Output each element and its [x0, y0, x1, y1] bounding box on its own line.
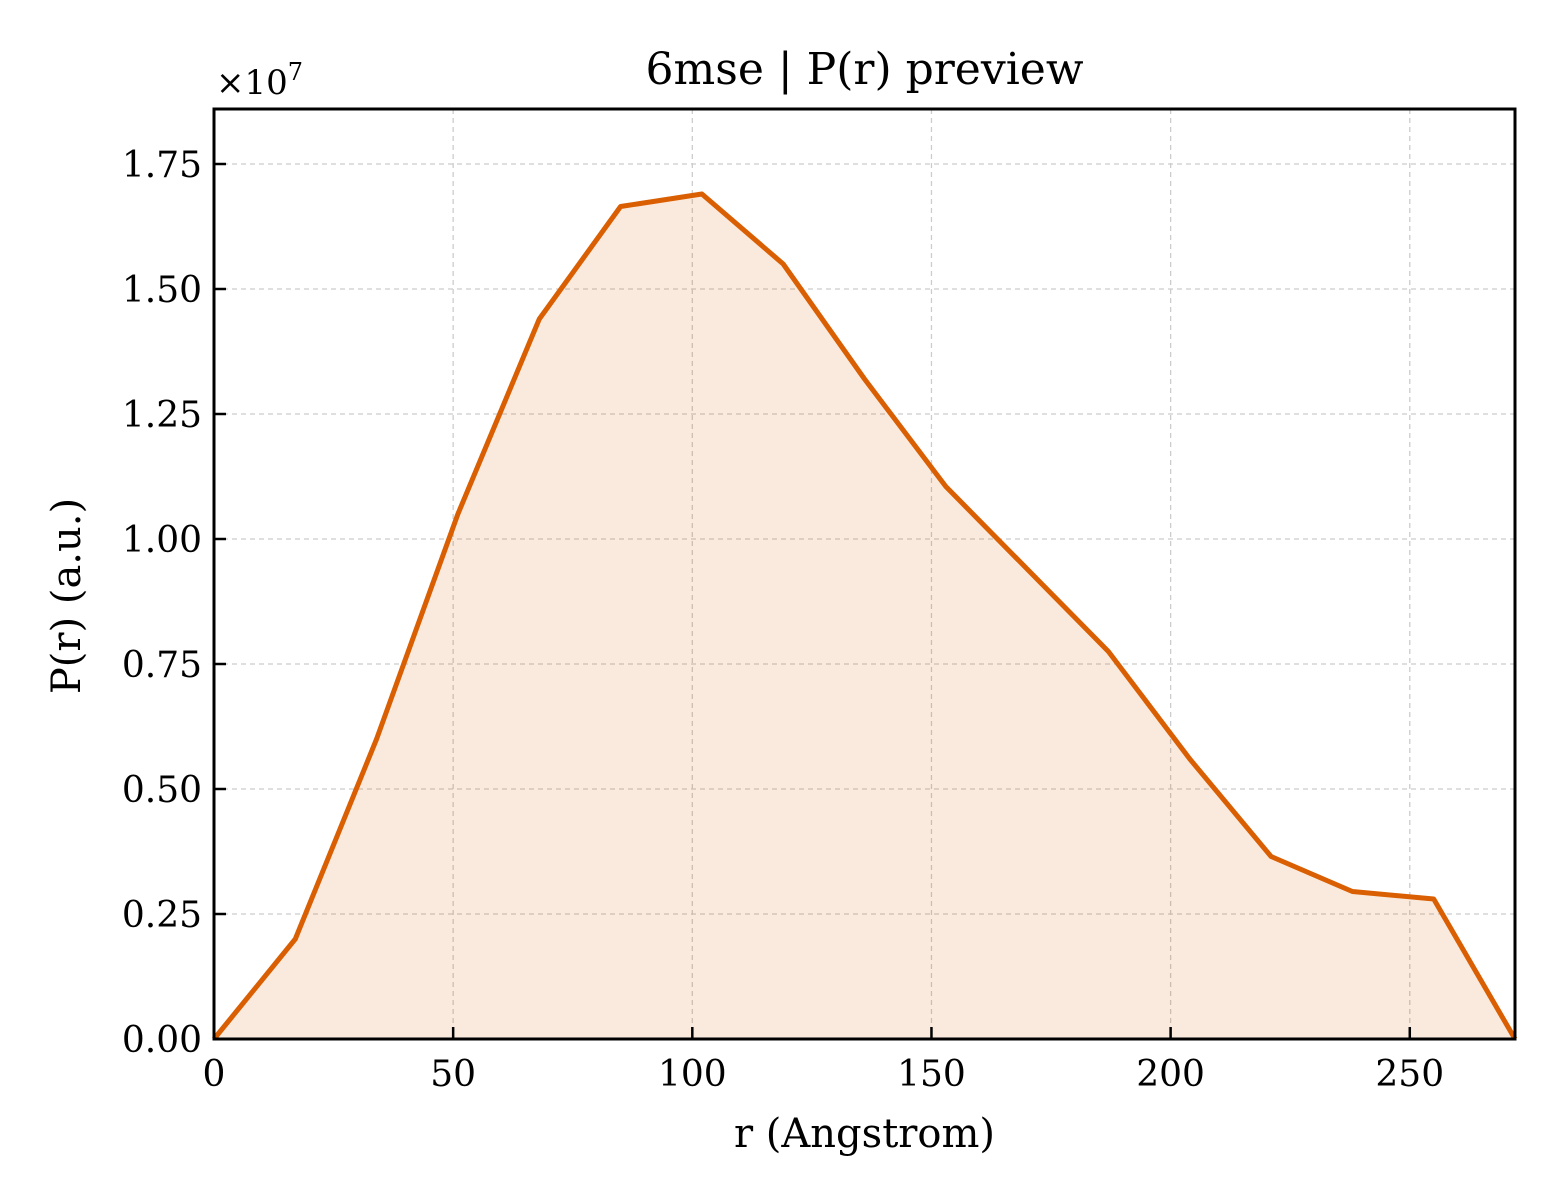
- x-tick-label: 0: [203, 1054, 226, 1095]
- y-tick-label: 1.75: [122, 145, 202, 186]
- y-multiplier-base: ×10: [216, 63, 288, 103]
- y-tick-label: 0.00: [122, 1020, 202, 1061]
- plot-frame: [212, 107, 1517, 1041]
- axis-ticks: 0 50 100 150 200 250 0.00 0.25 0.50 0.75 1.00 1.25 1…: [122, 145, 1444, 1095]
- grid: [213, 109, 1515, 1040]
- y-tick-label: 0.50: [122, 770, 202, 811]
- y-tick-label: 1.00: [122, 520, 202, 561]
- y-tick-label: 1.50: [122, 270, 202, 311]
- x-tick-label: 150: [897, 1054, 966, 1095]
- area-fill: [214, 194, 1515, 1039]
- y-tick-label: 0.25: [122, 895, 202, 936]
- x-axis-label: r (Angstrom): [734, 1111, 995, 1157]
- x-tick-label: 50: [430, 1054, 476, 1095]
- x-tick-label: 250: [1375, 1054, 1444, 1095]
- x-tick-label: 200: [1136, 1054, 1205, 1095]
- chart-title: 6mse | P(r) preview: [646, 44, 1084, 95]
- plot-series: [212, 191, 1518, 1041]
- y-tick-label: 0.75: [122, 645, 202, 686]
- y-multiplier-exponent: 7: [288, 58, 303, 86]
- y-multiplier-label: ×107: [216, 58, 303, 103]
- y-axis-label: P(r) (a.u.): [44, 498, 90, 694]
- y-tick-label: 1.25: [122, 395, 202, 436]
- x-tick-label: 100: [658, 1054, 727, 1095]
